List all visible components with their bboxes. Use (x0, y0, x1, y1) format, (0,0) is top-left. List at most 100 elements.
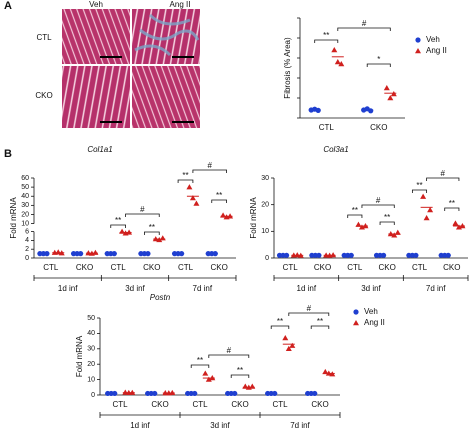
fibrosis-stain (134, 13, 200, 57)
series (331, 47, 397, 101)
y-tick-label: 0 (265, 255, 269, 262)
x-tick-label: CTL (283, 263, 299, 272)
significance-label: ** (115, 216, 121, 225)
data-point (380, 252, 387, 258)
significance-label: ** (277, 317, 283, 326)
panel-label: A (4, 0, 12, 12)
x-tick-label: CKO (378, 263, 395, 272)
data-point (186, 184, 193, 190)
data-point (85, 250, 92, 256)
significance-bracket (347, 214, 363, 218)
series (290, 193, 466, 258)
significance-label: ** (182, 171, 188, 180)
y-tick-label: 10 (87, 376, 95, 383)
significance-bracket (361, 204, 395, 208)
y-tick-label: 40 (87, 330, 95, 337)
data-point (330, 252, 337, 258)
y-tick-label: 6 (25, 228, 29, 235)
x-tick-label: CKO (443, 263, 460, 272)
data-point (169, 389, 176, 396)
significance-bracket (144, 231, 160, 235)
y-tick-label: 50 (87, 315, 95, 322)
group-label: 7d inf (290, 421, 310, 430)
y-tick-label: 50 (21, 184, 29, 191)
row-label: CKO (35, 91, 52, 100)
y-tick-label: 40 (21, 193, 29, 200)
legend-label: Veh (364, 307, 378, 316)
data-point (394, 229, 401, 235)
legend-label: Ang II (426, 46, 447, 55)
group-label: 7d inf (426, 284, 446, 293)
row-label: CTL (36, 33, 52, 42)
data-point (297, 252, 304, 258)
significance-bracket (411, 189, 428, 193)
legend-label: Veh (426, 35, 440, 44)
significance-label: ** (352, 206, 358, 215)
y-tick-label: 20 (261, 202, 269, 209)
significance-label: ** (149, 223, 155, 232)
significance-bracket (426, 177, 460, 181)
data-point (119, 228, 126, 234)
y-tick-label: 10 (261, 228, 269, 235)
significance-bracket (125, 213, 160, 217)
data-point (294, 252, 301, 258)
significance-label: # (227, 346, 232, 355)
chart-title: Col1a1 (87, 145, 112, 154)
data-point (205, 376, 212, 382)
series (37, 251, 218, 257)
series (105, 390, 318, 397)
significance-bracket (444, 207, 460, 211)
data-point (209, 375, 216, 381)
x-tick-label: CKO (151, 400, 168, 409)
legend-label: Ang II (364, 318, 385, 327)
group-label: 3d inf (210, 421, 230, 430)
y-tick-label: 20 (21, 211, 29, 218)
significance-label: # (208, 161, 213, 170)
y-tick-label: 30 (261, 175, 269, 182)
chart-title: Col3a1 (323, 145, 348, 154)
y-tick-label: 0 (25, 255, 29, 262)
group-label: 1d inf (130, 421, 150, 430)
significance-bracket (270, 325, 290, 329)
data-point (358, 224, 365, 230)
x-tick-label: CTL (178, 263, 194, 272)
y-tick-label: 0 (91, 392, 95, 399)
column-label: Ang II (170, 0, 191, 9)
data-point (152, 390, 158, 397)
y-tick-label: 10 (21, 220, 29, 227)
group-label: 3d inf (361, 284, 381, 293)
data-point (249, 383, 256, 389)
significance-label: ** (197, 356, 203, 365)
data-point (338, 61, 345, 67)
data-point (126, 229, 133, 235)
data-point (325, 370, 332, 376)
data-point (289, 342, 296, 348)
y-axis-label: Fold mRNA (75, 335, 84, 377)
chart-title: Postn (150, 293, 171, 302)
data-point (445, 252, 451, 258)
significance-label: ** (384, 213, 390, 222)
significance-bracket (379, 221, 395, 225)
data-point (331, 47, 338, 53)
significance-label: ** (449, 199, 455, 208)
y-axis-label: Fold mRNA (9, 197, 18, 239)
x-tick-label: CTL (192, 400, 208, 409)
data-point (353, 309, 359, 315)
histology-image (132, 9, 200, 64)
data-point (145, 251, 151, 257)
panel-label: B (4, 148, 12, 160)
y-tick-label: 2 (25, 246, 29, 253)
y-tick-label: 60 (21, 175, 29, 182)
data-point (44, 251, 50, 257)
significance-label: # (362, 19, 367, 28)
significance-label: ** (216, 191, 222, 200)
data-point (387, 95, 394, 101)
data-point (348, 252, 354, 258)
x-tick-label: CKO (210, 263, 227, 272)
data-point (427, 207, 434, 213)
x-tick-label: CTL (112, 400, 128, 409)
data-point (58, 250, 65, 256)
data-point (329, 371, 336, 377)
group-label: 3d inf (125, 284, 145, 293)
x-tick-label: CTL (43, 263, 59, 272)
